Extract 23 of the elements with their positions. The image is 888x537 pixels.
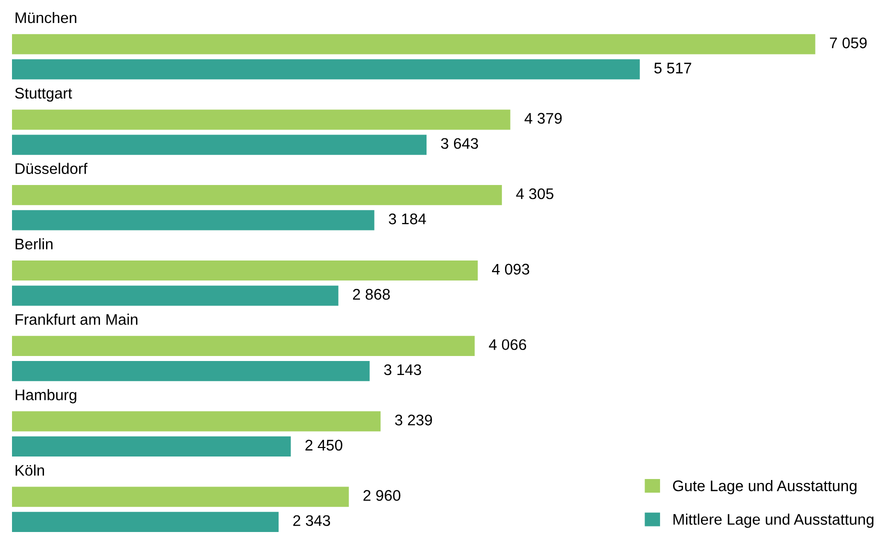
data-label: 2 960: [363, 490, 400, 501]
data-label: 3 143: [384, 364, 422, 376]
legend-label: Mittlere Lage und Ausstattung: [674, 514, 874, 528]
data-label: 5 517: [654, 62, 692, 74]
y-tick-label: Frankfurt am Main: [16, 314, 138, 325]
data-label: 2 450: [305, 440, 342, 451]
data-label: 4 066: [488, 339, 526, 350]
y-tick-label: Hamburg: [16, 389, 76, 404]
y-tick-label: Köln: [16, 464, 44, 476]
data-label: 4 379: [524, 112, 562, 124]
y-tick-label: München: [16, 12, 76, 24]
data-label: 3 643: [441, 138, 478, 149]
data-label: 2 343: [293, 515, 330, 526]
data-label: 3 184: [388, 214, 426, 224]
data-label: 3 239: [395, 414, 432, 426]
legend-label: Gute Lage und Ausstattung: [673, 480, 856, 494]
y-tick-label: Düsseldorf: [16, 162, 88, 174]
y-tick-label: Stuttgart: [15, 88, 72, 102]
data-label: 4 305: [516, 188, 554, 200]
data-label: 2 868: [353, 288, 390, 300]
data-label: 7 059: [830, 38, 867, 48]
y-tick-label: Berlin: [16, 238, 52, 250]
data-label: 4 093: [492, 264, 530, 275]
